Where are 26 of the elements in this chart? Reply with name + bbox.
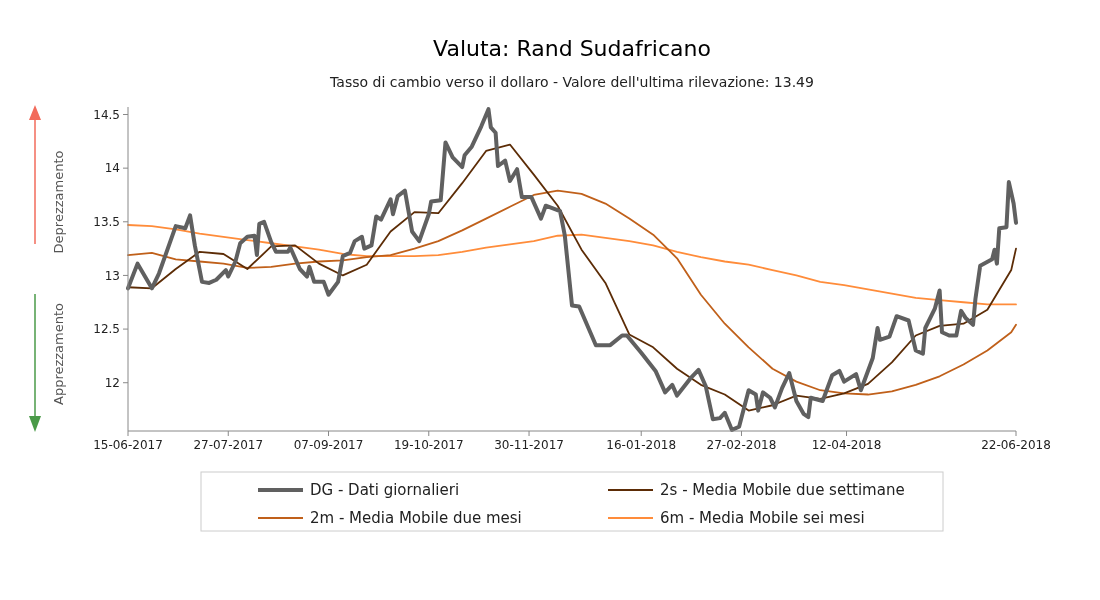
legend-label: 2s - Media Mobile due settimane xyxy=(660,481,905,500)
y-tick-label: 14 xyxy=(104,161,120,176)
y-tick-label: 14.5 xyxy=(93,107,120,122)
x-tick-label: 27-07-2017 xyxy=(193,438,264,452)
line-series xyxy=(127,189,1017,396)
chart-subtitle: Tasso di cambio verso il dollaro - Valore dell'ultima rilevazione: 13.49 xyxy=(329,74,814,90)
legend-label: 6m - Media Mobile sei mesi xyxy=(660,509,865,528)
x-tick-label: 22-06-2018 xyxy=(981,438,1051,452)
y-tick-label: 13 xyxy=(104,268,120,283)
x-tick-label: 12-04-2018 xyxy=(811,438,882,452)
legend-label: DG - Dati giornalieri xyxy=(310,481,460,500)
x-tick-label: 16-01-2018 xyxy=(606,438,677,452)
text: Apprezzamento xyxy=(51,302,66,406)
line-series xyxy=(127,143,1017,412)
line-series xyxy=(127,224,1017,306)
chart-title: Valuta: Rand Sudafricano xyxy=(433,36,711,61)
x-tick-label: 15-06-2017 xyxy=(93,438,163,452)
x-tick-label: 19-10-2017 xyxy=(393,438,464,452)
y-tick-label: 13.5 xyxy=(93,214,120,229)
x-tick-label: 30-11-2017 xyxy=(494,438,564,452)
y-tick-label: 12 xyxy=(104,375,120,390)
x-tick-label: 07-09-2017 xyxy=(293,438,364,452)
x-tick-label: 27-02-2018 xyxy=(706,438,777,452)
text: Deprezzamento xyxy=(51,150,66,254)
y-tick-label: 12.5 xyxy=(93,322,120,337)
legend-label: 2m - Media Mobile due mesi xyxy=(310,509,522,528)
